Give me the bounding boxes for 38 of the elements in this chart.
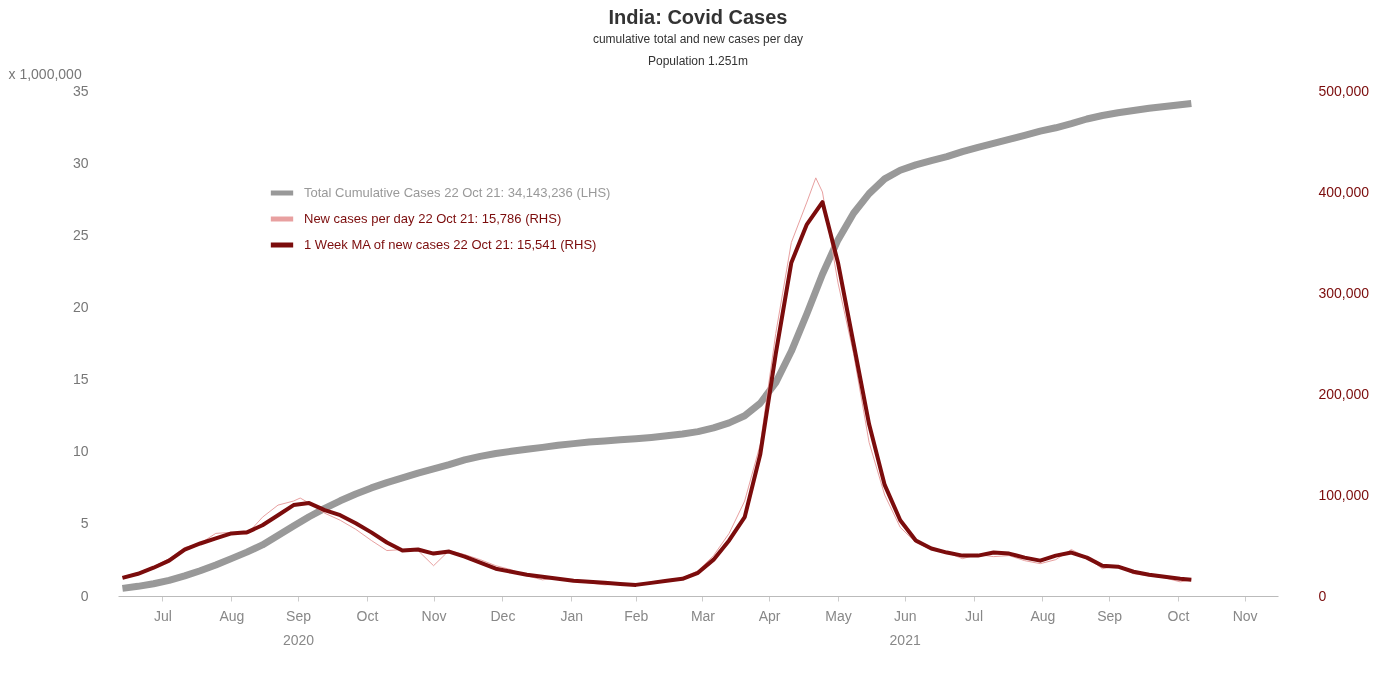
- y-tick-label: 0: [80, 587, 89, 604]
- chart-subtitle: cumulative total and new cases per day: [592, 32, 804, 46]
- y2-tick-label: 0: [1318, 587, 1327, 604]
- text: Population 1.251m: [647, 54, 749, 68]
- y-tick-label: 35: [72, 82, 89, 99]
- x-tick-label: May: [825, 607, 852, 624]
- x-tick-label: Dec: [490, 607, 516, 624]
- y-tick-label: 20: [72, 298, 89, 315]
- x-tick-label: Mar: [690, 607, 716, 624]
- y-axis-title: x 1,000,000: [8, 65, 82, 82]
- legend-label: 1 Week MA of new cases 22 Oct 21: 15,541 (RHS): [304, 237, 597, 252]
- x-tick-label: Sep: [1097, 607, 1123, 624]
- y-tick-label: 5: [80, 515, 89, 532]
- x-tick-label: Feb: [624, 607, 649, 624]
- x-tick-label: Sep 2020: [282, 607, 315, 648]
- y-tick-label: 10: [72, 443, 89, 460]
- y2-tick-label: 400,000: [1318, 183, 1370, 200]
- x-tick-label: Aug: [219, 607, 245, 624]
- y2-tick-label: 100,000: [1318, 486, 1370, 503]
- y-tick-label: 25: [72, 226, 89, 243]
- x-tick-label: Jul: [965, 607, 984, 624]
- y-tick-label: 30: [72, 154, 89, 171]
- y2-tick-label: 300,000: [1318, 284, 1370, 301]
- x-tick-label: Nov: [421, 607, 447, 624]
- legend-label: New cases per day 22 Oct 21: 15,786 (RHS): [304, 211, 562, 226]
- x-tick-label: Jan: [560, 607, 584, 624]
- x-tick-label: Oct: [356, 607, 379, 624]
- y2-tick-label: 500,000: [1318, 82, 1370, 99]
- x-tick-label: Apr: [758, 607, 781, 624]
- x-tick-label: Aug: [1030, 607, 1056, 624]
- x-tick-label: Nov: [1232, 607, 1258, 624]
- x-tick-label: Oct: [1167, 607, 1190, 624]
- x-tick-label: Jun 2021: [889, 607, 921, 648]
- chart-title: India: Covid Cases: [608, 6, 788, 28]
- y-tick-label: 15: [72, 371, 89, 388]
- y2-tick-label: 200,000: [1318, 385, 1370, 402]
- x-tick-label: Jul: [153, 607, 172, 624]
- legend-label: Total Cumulative Cases 22 Oct 21: 34,143,236 (LHS): [304, 185, 611, 200]
